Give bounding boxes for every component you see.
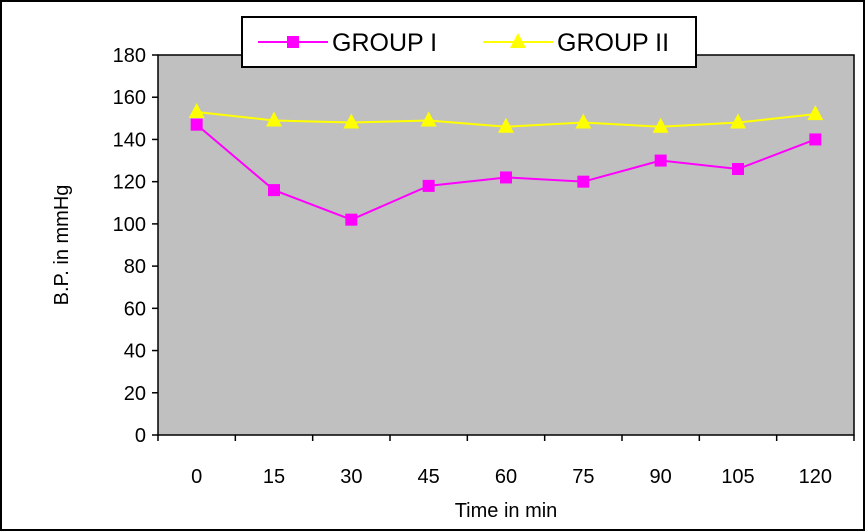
group-2-point xyxy=(188,103,205,118)
group-2-point xyxy=(420,111,437,127)
group-2-point xyxy=(266,111,282,127)
x-axis-title: Time in min xyxy=(455,500,558,522)
group-2-point xyxy=(575,113,592,129)
legend-group-1-marker xyxy=(287,36,299,48)
y-tick-label: 60 xyxy=(124,298,146,320)
group-2-point xyxy=(498,117,514,133)
y-tick-label: 120 xyxy=(113,172,146,194)
axes: 0 20 40 60 80 100 120 140 160 180 0 15 30 45 60 75 90 105… xyxy=(113,45,855,488)
x-tick-label: 45 xyxy=(418,466,440,488)
group-1-point xyxy=(500,171,512,184)
legend-group-1-label: GROUP I xyxy=(332,29,437,57)
group-1-point xyxy=(809,133,822,146)
series-layer xyxy=(188,103,824,226)
y-tick-label: 100 xyxy=(113,214,146,236)
group-1-point xyxy=(732,163,744,175)
legend-group-2-marker xyxy=(510,33,526,48)
y-tick-label: 140 xyxy=(113,129,146,151)
legend: GROUP I GROUP II xyxy=(241,16,697,68)
plot-area xyxy=(157,54,855,436)
group-2-point xyxy=(343,113,360,129)
y-tick-label: 40 xyxy=(124,341,146,363)
y-tick-label: 160 xyxy=(113,87,146,109)
x-tick-label: 0 xyxy=(191,466,202,488)
group-1-point xyxy=(422,179,435,192)
y-tick-label: 20 xyxy=(124,383,146,405)
y-tick-label: 0 xyxy=(135,425,146,447)
x-tick-label: 90 xyxy=(650,466,672,488)
group-2-point xyxy=(730,113,746,129)
y-tick-label: 80 xyxy=(124,256,146,278)
y-tick-label: 180 xyxy=(113,45,146,67)
group-1-point xyxy=(345,213,358,226)
group-2-point xyxy=(807,105,824,121)
series-group-2 xyxy=(188,103,824,133)
group-1-point xyxy=(190,118,203,131)
x-tick-label: 120 xyxy=(799,466,832,488)
group-1-point xyxy=(654,154,667,167)
x-tick-label: 30 xyxy=(340,466,362,488)
y-axis-title: B.P. in mmHg xyxy=(51,185,73,306)
x-tick-label: 105 xyxy=(721,466,754,488)
x-tick-label: 60 xyxy=(495,466,517,488)
group-1-point xyxy=(268,184,280,197)
series-group-1 xyxy=(190,118,822,226)
legend-group-2-label: GROUP II xyxy=(557,29,669,57)
group-1-point xyxy=(577,175,590,188)
x-tick-label: 15 xyxy=(263,466,285,488)
x-tick-label: 75 xyxy=(572,466,594,488)
group-2-point xyxy=(652,117,669,133)
